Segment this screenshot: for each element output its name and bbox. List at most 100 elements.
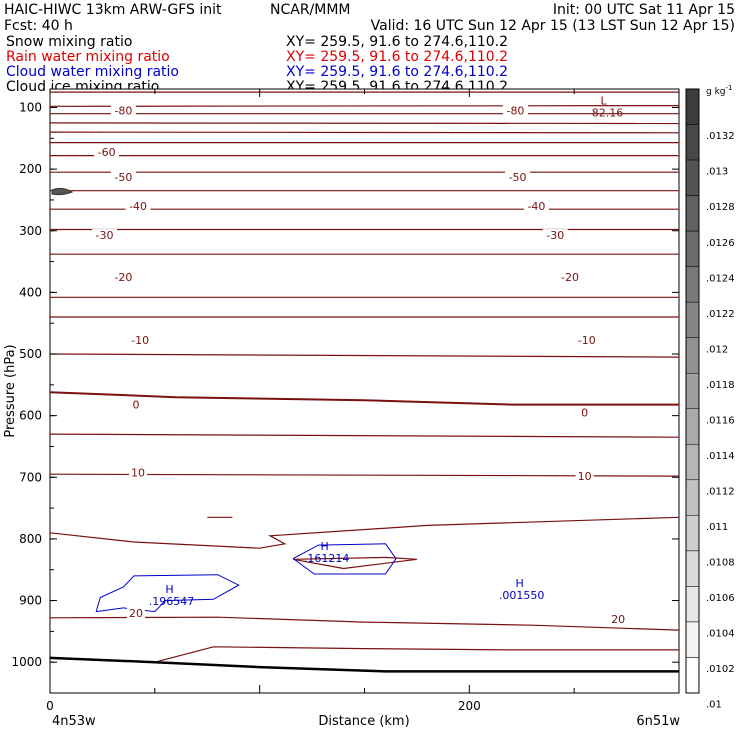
extremum-value: .196547	[149, 595, 195, 608]
colorbar-label: .012	[706, 344, 728, 355]
colorbar-cell	[685, 88, 700, 125]
contour-label-bg	[502, 104, 528, 117]
colorbar-cell	[685, 515, 700, 552]
contour-label: 20	[611, 613, 625, 626]
colorbar-label: .0108	[706, 558, 735, 569]
y-tick-label: 800	[19, 532, 42, 546]
x-end-label: 6n51w	[636, 714, 680, 729]
extremum-marker: H	[165, 583, 173, 596]
contour-label-bg	[129, 466, 148, 479]
extremum-value: .161214	[304, 552, 350, 565]
contour-label-bg	[126, 606, 145, 619]
colorbar-cell	[685, 301, 700, 338]
contour-label-bg	[579, 406, 591, 419]
colorbar-cell	[685, 444, 700, 481]
upper-left-feature	[51, 187, 74, 196]
contour-label: -30	[96, 229, 114, 242]
x-axis-title: Distance (km)	[318, 714, 409, 729]
x-axis: 0 200	[46, 89, 680, 713]
contour-label: -80	[114, 105, 132, 118]
colorbar-label: .0106	[706, 593, 735, 604]
contour-labels: -80 -80 -60 -50 -50 -40 -40 -30 -30 -20 -20 -10 -10 0…	[92, 104, 628, 626]
contour-label-bg	[127, 333, 153, 346]
colorbar-cell	[685, 195, 700, 232]
y-tick-label: 500	[19, 347, 42, 361]
contour-label-bg	[505, 171, 531, 184]
contour-label-bg	[94, 145, 120, 158]
header-right-line2: Valid: 16 UTC Sun 12 Apr 15 (13 LST Sun …	[371, 18, 735, 34]
contour-label: 10	[578, 470, 592, 483]
y-axis-title: Pressure (hPa)	[3, 344, 18, 437]
colorbar-cell	[685, 372, 700, 410]
y-tick-label: 1000	[11, 655, 42, 669]
y-tick-label: 300	[19, 224, 42, 238]
colorbar-label: .0124	[706, 273, 735, 284]
y-tick-label: 900	[19, 594, 42, 608]
legend-label-cloud-water: Cloud water mixing ratio	[6, 64, 179, 80]
colorbar-label: .0116	[706, 415, 735, 426]
colorbar-label: .0112	[706, 486, 735, 497]
colorbar-cell	[685, 408, 700, 445]
extremum-marker: H	[516, 577, 524, 590]
contour-label: -50	[114, 171, 132, 184]
header-left-line2: Fcst: 40 h	[4, 18, 73, 34]
extremum-value: .001550	[499, 589, 545, 602]
contour-label: -50	[509, 171, 527, 184]
colorbar-cell	[685, 230, 700, 267]
temperature-contours	[50, 91, 679, 663]
cloud-water-contour	[292, 543, 397, 575]
colorbar-cell	[685, 124, 700, 161]
contour-label-bg	[609, 613, 628, 626]
plot-area: -80 -80 -60 -50 -50 -40 -40 -30 -30 -20 -20 -10 -10 0…	[49, 88, 680, 694]
contour-label-bg	[92, 229, 118, 242]
contour-label: -10	[578, 334, 596, 347]
colorbar-label: .0102	[706, 664, 735, 675]
temperature-contour-line	[50, 122, 679, 125]
colorbar-label: .013	[706, 167, 728, 178]
legend-label-snow: Snow mixing ratio	[6, 34, 132, 50]
colorbar-label: .0114	[706, 451, 735, 462]
y-tick-label: 200	[19, 162, 42, 176]
colorbar-unit: g kg-1	[706, 84, 732, 97]
contour-label-bg	[574, 333, 600, 346]
contour-label-bg	[110, 171, 136, 184]
contour-label: -20	[114, 271, 132, 284]
ground-line	[50, 656, 679, 673]
temperature-contour-line	[50, 104, 679, 107]
colorbar-label: .0128	[706, 202, 735, 213]
x-start-label: 4n53w	[52, 714, 96, 729]
colorbar-cell	[685, 586, 700, 623]
contour-label-bg	[130, 398, 142, 411]
x-tick-label: 200	[458, 699, 481, 713]
temperature-contour-line	[154, 646, 679, 663]
extremum-marker: L	[600, 94, 607, 107]
y-tick-label: 700	[19, 470, 42, 484]
contour-label: -80	[506, 105, 524, 118]
contour-label: -20	[561, 271, 579, 284]
colorbar-label: .0104	[706, 629, 735, 640]
colorbar-cell	[685, 657, 700, 694]
temperature-contour-line	[50, 353, 679, 358]
contour-label: 20	[129, 607, 143, 620]
contour-label: -30	[546, 229, 564, 242]
colorbar-cell	[685, 159, 700, 196]
colorbar-label: .0118	[706, 380, 735, 391]
y-tick-label: 600	[19, 409, 42, 423]
colorbar-label: .01	[706, 700, 722, 711]
contour-label: 0	[581, 407, 588, 420]
colorbar-frame	[685, 88, 700, 694]
header-left-line1: HAIC-HIWC 13km ARW-GFS init	[4, 2, 222, 18]
header-right-line1: Init: 00 UTC Sat 11 Apr 15	[553, 2, 735, 18]
header-center-line1: NCAR/MMM	[270, 2, 351, 18]
y-tick-label: 400	[19, 285, 42, 299]
contour-label: 10	[131, 466, 145, 479]
temperature-contour-line	[50, 131, 679, 134]
colorbar-label: .011	[706, 522, 728, 533]
temperature-contour-line	[293, 556, 417, 570]
legend-xy-snow: XY= 259.5, 91.6 to 274.6,110.2	[286, 34, 508, 50]
contour-label: 0	[132, 399, 139, 412]
y-tick-label: 100	[19, 100, 42, 114]
colorbar-label: .0126	[706, 238, 735, 249]
